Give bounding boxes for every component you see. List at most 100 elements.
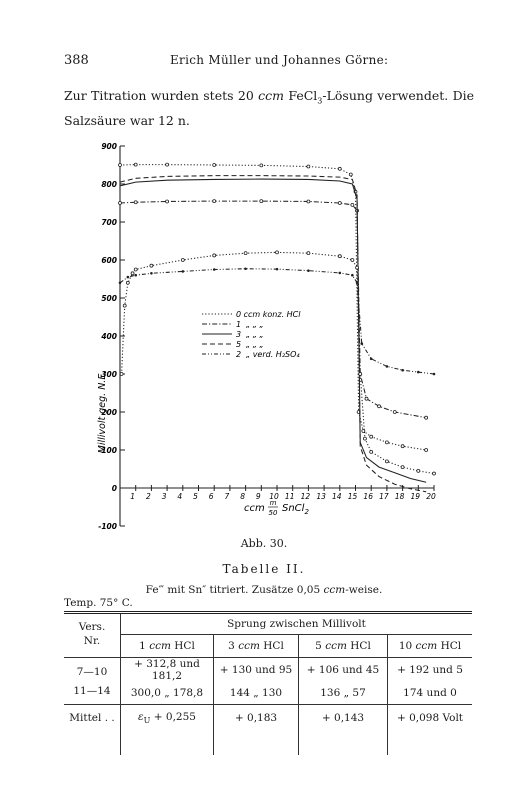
series-point — [364, 396, 369, 401]
series-point — [360, 342, 364, 345]
series-point — [385, 365, 389, 368]
tail-cell — [387, 731, 472, 755]
series-line-4 — [119, 175, 427, 493]
y-tick-label: 500 — [101, 294, 117, 303]
row-1-c1: + 312,8 und 181,2 — [120, 657, 214, 682]
y-tick-label: 100 — [101, 446, 117, 455]
series-point — [122, 303, 127, 308]
series-point — [369, 449, 374, 454]
legend-label-ditto: „ „ „ — [246, 330, 264, 339]
series-point — [133, 162, 138, 167]
table-row-mittel: Mittel . . εU + 0,255 + 0,183 + 0,143 + … — [64, 704, 472, 731]
row-2-c4: 174 und 0 — [387, 682, 472, 705]
row-1-c3: + 106 und 45 — [298, 657, 388, 682]
mittel-symbol-sub: U — [143, 716, 151, 726]
series-point — [306, 251, 311, 256]
series-point — [401, 368, 404, 372]
x-tick-label: 2 — [146, 492, 151, 501]
series-point — [259, 199, 264, 203]
x-tick-label: 19 — [411, 492, 421, 501]
table-subtitle-b: -weise. — [345, 584, 383, 596]
mittel-c1-value: + 0,255 — [153, 710, 196, 723]
series-point — [432, 471, 436, 476]
x-tick-label: 18 — [395, 492, 405, 501]
col-1-num: 1 — [139, 640, 146, 652]
col-head-4: 10 ccm HCl — [387, 634, 472, 658]
head-vers-nr: Vers. Nr. — [64, 612, 121, 658]
series-point — [259, 163, 264, 168]
chart-series-layer — [118, 162, 436, 493]
legend-label: 3 — [236, 330, 241, 339]
col-head-1: 1 ccm HCl — [120, 634, 214, 658]
head-sprung: Sprung zwischen Millivolt — [120, 612, 472, 635]
series-point — [432, 372, 436, 376]
series-point — [306, 164, 311, 169]
y-tick-label: 200 — [101, 408, 117, 417]
series-point — [212, 199, 217, 203]
series-point — [416, 468, 421, 473]
series-point — [275, 250, 279, 255]
series-point — [384, 459, 389, 464]
y-tick-label: 900 — [101, 142, 117, 151]
col-3-acid: HCl — [350, 640, 371, 652]
series-point — [134, 273, 137, 277]
intro-text-b: FeCl — [288, 88, 318, 103]
intro-line-2: Salzsäure war 12 n. — [64, 112, 190, 128]
y-tick-label: 300 — [101, 370, 117, 379]
x-axis-frac-den: 50 — [269, 509, 278, 517]
intro-sub: 3 — [317, 96, 323, 106]
series-point — [212, 268, 216, 271]
row-1-c4: + 192 und 5 — [387, 657, 472, 682]
col-2-unit: ccm — [238, 640, 260, 652]
series-point — [118, 163, 122, 167]
x-tick-label: 13 — [316, 492, 326, 501]
running-title: Erich Müller und Johannes Görne: — [170, 53, 389, 67]
series-point — [244, 267, 247, 271]
row-1-nr: 7—10 — [76, 665, 108, 678]
y-tick-label: 0 — [112, 484, 117, 493]
x-axis-label-sub: 2 — [304, 508, 309, 516]
series-point — [118, 281, 122, 285]
series-point — [400, 465, 405, 470]
x-tick-label: 11 — [285, 492, 295, 501]
col-2-num: 3 — [228, 640, 235, 652]
x-tick-label: 15 — [348, 492, 358, 501]
series-point — [243, 251, 248, 256]
table-row: 11—14 300,0 „ 178,8 144 „ 130 136 „ 57 1… — [64, 682, 472, 705]
series-point — [126, 275, 130, 279]
series-point — [133, 200, 138, 205]
x-tick-label: 3 — [162, 492, 167, 501]
x-axis-label-reagent: SnCl2 — [282, 503, 309, 516]
legend-label: 0 ccm konz. HCl — [236, 310, 301, 319]
x-tick-label: 14 — [332, 492, 342, 501]
page-number: 388 — [64, 53, 89, 68]
series-point — [361, 429, 366, 433]
series-point — [363, 436, 367, 441]
col-2-acid: HCl — [263, 640, 284, 652]
series-point — [377, 404, 381, 409]
series-point — [149, 263, 154, 268]
series-point — [165, 162, 169, 167]
col-1-unit: ccm — [149, 640, 171, 652]
y-tick-label: 800 — [101, 180, 117, 189]
y-tick-label: 600 — [101, 256, 117, 265]
table-subtitle: Fe‴ mit Sn″ titriert. Zusätze 0,05 ccm-w… — [0, 584, 528, 596]
series-point — [417, 370, 420, 374]
legend-label: 5 — [236, 340, 241, 349]
intro-text-c: -Lösung verwendet. Die — [322, 88, 474, 103]
table-row: 7—10 + 312,8 und 181,2 + 130 und 95 + 10… — [64, 657, 472, 682]
data-table: Vers. Nr. Sprung zwischen Millivolt 1 cc… — [64, 611, 472, 755]
series-point — [180, 258, 185, 262]
legend-label-ditto: „ „ „ — [246, 340, 264, 349]
series-point — [358, 372, 363, 376]
head-vers: Vers. — [78, 621, 106, 633]
x-tick-label: 20 — [426, 492, 436, 501]
row-2-c2: 144 „ 130 — [213, 682, 299, 705]
series-point — [337, 201, 342, 205]
col-1-acid: HCl — [174, 640, 195, 652]
series-point — [306, 199, 311, 204]
legend-label-ditto: „ „ „ — [246, 320, 264, 329]
mittel-c3: + 0,143 — [298, 704, 388, 731]
temperature-note: Temp. 75° C. — [64, 597, 133, 609]
